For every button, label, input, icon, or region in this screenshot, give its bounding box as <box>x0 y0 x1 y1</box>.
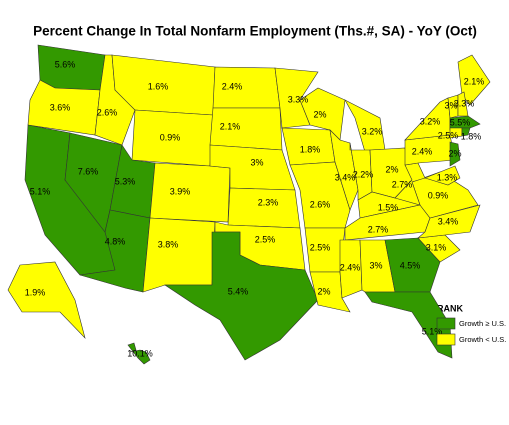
region-label: 3.4% <box>438 216 459 226</box>
region-label: 2.5% <box>255 234 276 244</box>
region-label: 3.4% <box>335 172 356 182</box>
region <box>164 231 319 361</box>
region-label: 2.5% <box>438 130 459 140</box>
region-label: 2.5% <box>310 242 331 252</box>
region-label: 4.8% <box>105 236 126 246</box>
region-label: 1.6% <box>148 81 169 91</box>
region-label: 2.3% <box>258 197 279 207</box>
region-label: 5.1% <box>422 326 443 336</box>
region-label: 3% <box>369 260 382 270</box>
region-label: 3.8% <box>158 239 179 249</box>
region-label: 3.9% <box>170 186 191 196</box>
region-label: 4.5% <box>400 260 421 270</box>
region <box>384 237 441 293</box>
legend-swatch <box>436 317 456 330</box>
legend-label: Growth ≥ U.S. <box>459 319 506 328</box>
region-label: 3.1% <box>426 242 447 252</box>
region-label: 3.3% <box>454 98 475 108</box>
region-label: 1.9% <box>25 287 46 297</box>
region-label: 2% <box>448 148 461 158</box>
region-label: 2.1% <box>220 121 241 131</box>
region-label: 10.1% <box>127 348 153 358</box>
region <box>424 165 461 186</box>
region-label: 5.5% <box>450 117 471 127</box>
region <box>449 115 481 129</box>
region-label: 2.7% <box>368 224 389 234</box>
region-label: 1.3% <box>437 172 458 182</box>
region <box>394 162 426 206</box>
region-label: 2.1% <box>464 76 485 86</box>
region-label: 5.6% <box>55 59 76 69</box>
region <box>227 187 301 229</box>
region <box>339 239 363 299</box>
region-label: 3.2% <box>420 116 441 126</box>
region-label: 2.4% <box>222 81 243 91</box>
legend-label: Growth < U.S. <box>459 335 506 344</box>
region <box>364 291 453 359</box>
region-label: 2% <box>385 164 398 174</box>
region-label: 2.6% <box>310 199 331 209</box>
region-label: 0.9% <box>428 190 449 200</box>
region <box>7 261 86 340</box>
region-label: 0.9% <box>160 132 181 142</box>
legend-title: RANK <box>437 303 463 313</box>
region-label: 5.1% <box>30 186 51 196</box>
region-label: 3.3% <box>288 94 309 104</box>
region <box>142 217 216 293</box>
region-label: 1.8% <box>461 131 482 141</box>
region-label: 2% <box>317 286 330 296</box>
region-label: 5.4% <box>228 286 249 296</box>
region-label: 3.6% <box>50 102 71 112</box>
region-label: 3% <box>250 157 263 167</box>
region <box>449 141 461 167</box>
region-label: 5.3% <box>115 176 136 186</box>
region-label: 2.4% <box>340 262 361 272</box>
region-label: 1.8% <box>300 144 321 154</box>
region-label: 1.5% <box>378 202 399 212</box>
region <box>309 271 351 313</box>
region-label: 2.6% <box>97 107 118 117</box>
region-label: 2.4% <box>412 146 433 156</box>
region-label: 3.2% <box>362 126 383 136</box>
region-label: 7.6% <box>78 166 99 176</box>
region <box>149 162 231 223</box>
region-label: 2% <box>313 109 326 119</box>
region-label: 3% <box>444 100 457 110</box>
map-title: Percent Change In Total Nonfarm Employme… <box>33 24 477 39</box>
legend-swatch <box>436 333 456 346</box>
region <box>127 342 151 365</box>
region <box>461 127 471 137</box>
region-label: 2.2% <box>353 169 374 179</box>
region-label: 2.7% <box>392 179 413 189</box>
region <box>457 54 491 106</box>
